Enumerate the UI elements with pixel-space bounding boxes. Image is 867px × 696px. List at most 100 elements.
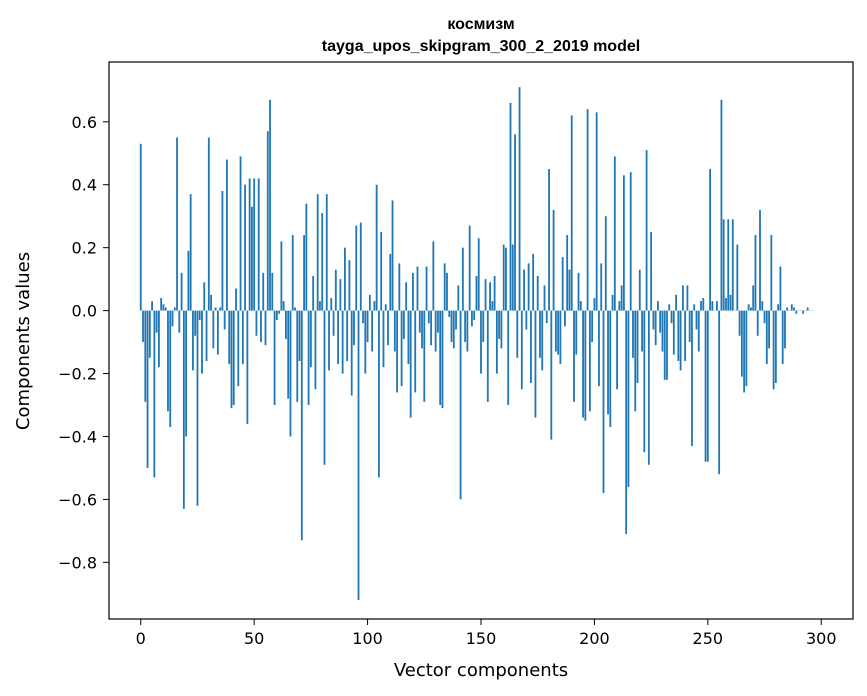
bar (300, 310, 303, 541)
bar (230, 310, 233, 409)
bar (550, 310, 553, 440)
bar (178, 310, 181, 333)
bar (568, 269, 571, 311)
bar (255, 310, 258, 336)
bar (387, 310, 389, 346)
bar (334, 269, 337, 311)
bar (461, 247, 464, 311)
bar (582, 310, 584, 418)
bar (237, 310, 240, 387)
bar (287, 310, 290, 399)
bar (539, 310, 541, 358)
bar (353, 310, 355, 346)
x-tick-label: 300 (806, 629, 837, 648)
bar (357, 310, 360, 601)
bar (561, 257, 564, 311)
bar (557, 310, 560, 355)
bar (725, 298, 727, 311)
bar (380, 231, 383, 311)
bar (482, 310, 485, 343)
bar (337, 310, 339, 365)
bar (348, 260, 351, 311)
bar (736, 244, 739, 311)
bar (709, 168, 711, 311)
bar (772, 310, 775, 390)
bar (459, 310, 462, 500)
bar (457, 285, 460, 311)
bar (693, 304, 696, 311)
bar (729, 294, 732, 311)
y-tick-label: −0.2 (58, 365, 97, 384)
bar (677, 310, 680, 361)
bar (373, 301, 376, 311)
x-tick-label: 200 (579, 629, 610, 648)
bar (636, 310, 639, 383)
bar (148, 310, 151, 358)
bar (439, 310, 442, 406)
bar (139, 143, 142, 311)
bar (743, 310, 746, 393)
bar (173, 307, 176, 311)
bar (189, 194, 192, 311)
bar (530, 310, 532, 383)
bar (613, 156, 616, 311)
bar (167, 310, 169, 412)
bar (359, 222, 362, 311)
bar (437, 310, 439, 333)
bar (700, 301, 702, 311)
y-tick-label: 0.0 (72, 302, 97, 321)
bar (450, 310, 453, 343)
bar (323, 310, 326, 465)
bar (527, 263, 530, 311)
bar (298, 310, 301, 361)
bar (421, 310, 423, 349)
bar (507, 310, 510, 406)
bar (686, 285, 689, 311)
bar (802, 310, 804, 314)
bar (223, 310, 226, 330)
bar (598, 310, 600, 387)
bar (754, 235, 757, 311)
bar (402, 310, 405, 339)
bar (609, 310, 612, 428)
bar (520, 310, 523, 390)
bar (600, 263, 603, 311)
bar (228, 310, 231, 365)
bar (158, 310, 160, 368)
bar (632, 310, 634, 358)
y-tick-label: −0.8 (58, 553, 97, 572)
x-tick-label: 250 (693, 629, 724, 648)
bar (591, 310, 594, 343)
bar (486, 310, 489, 402)
bar (695, 310, 698, 330)
bar (400, 310, 403, 387)
bar (405, 282, 408, 311)
bar (391, 200, 394, 311)
bar (650, 231, 653, 311)
bar (294, 307, 296, 311)
bar (355, 225, 358, 311)
bar (275, 310, 278, 321)
x-tick-label: 100 (352, 629, 383, 648)
bar (314, 310, 317, 390)
bar (216, 310, 219, 355)
bar (430, 310, 432, 346)
bar (559, 310, 562, 365)
bar (253, 178, 256, 311)
bar (588, 310, 591, 412)
bar (611, 294, 614, 311)
bar (652, 310, 655, 330)
bar (151, 301, 153, 311)
bar (623, 175, 625, 311)
bar (332, 310, 335, 336)
bar (325, 194, 328, 311)
bar (489, 282, 491, 311)
bar (668, 304, 671, 311)
bar (750, 307, 752, 311)
bar (793, 307, 795, 311)
bar (786, 307, 789, 311)
bar (759, 209, 761, 311)
bar (407, 310, 410, 365)
bar (425, 266, 428, 311)
bar (577, 272, 580, 311)
